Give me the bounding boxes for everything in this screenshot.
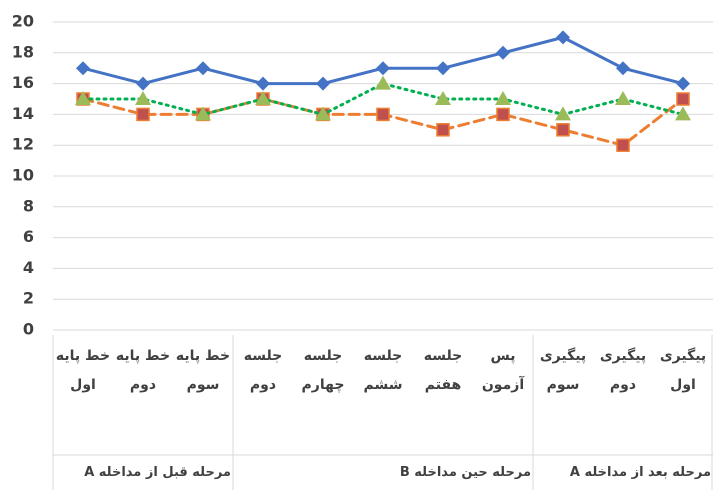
x-tick-label: خط پایه دوم [114, 342, 172, 400]
y-tick-label: 18 [12, 42, 34, 61]
marker [436, 61, 450, 75]
plot: 0 2 4 6 8 10 12 14 16 18 20 [0, 0, 713, 490]
marker [196, 61, 210, 75]
x-tick-label: پیگیری سوم [534, 342, 592, 400]
group-label: مرحله حین مداخله B [235, 458, 531, 488]
marker [557, 124, 569, 136]
marker [616, 61, 630, 75]
marker [376, 61, 390, 75]
y-tick-label: 6 [23, 227, 34, 246]
y-tick-label: 14 [12, 104, 34, 123]
marker [677, 93, 689, 105]
marker [437, 124, 449, 136]
x-tick-label: پس آزمون [474, 342, 532, 400]
marker [135, 91, 151, 105]
marker [377, 108, 389, 120]
marker [496, 46, 510, 60]
y-tick-label: 0 [23, 320, 34, 339]
marker [137, 108, 149, 120]
marker [676, 77, 690, 91]
y-tick-label: 10 [12, 166, 34, 185]
chart: 0 2 4 6 8 10 12 14 16 18 20 خط پایه اولخط پایه دوم… [0, 0, 713, 490]
x-tick-label: پیگیری اول [654, 342, 712, 400]
y-tick-label: 20 [12, 12, 34, 31]
marker [375, 76, 391, 90]
y-tick-label: 8 [23, 196, 34, 215]
marker [316, 77, 330, 91]
group-label: مرحله قبل از مداخله A [55, 458, 231, 488]
marker [256, 77, 270, 91]
marker [617, 139, 629, 151]
group-label: مرحله بعد از مداخله A [535, 458, 711, 488]
y-tick-label: 16 [12, 73, 34, 92]
x-tick-label: خط پایه سوم [174, 342, 232, 400]
y-tick-label: 2 [23, 289, 34, 308]
y-tick-label: 12 [12, 135, 34, 154]
x-tick-label: جلسه هفتم [414, 342, 472, 400]
x-tick-label: جلسه ششم [354, 342, 412, 400]
marker [76, 61, 90, 75]
x-tick-label: جلسه دوم [234, 342, 292, 400]
x-tick-label: خط پایه اول [54, 342, 112, 400]
marker [136, 77, 150, 91]
marker [497, 108, 509, 120]
x-tick-label: پیگیری دوم [594, 342, 652, 400]
y-tick-label: 4 [23, 258, 34, 277]
marker [556, 30, 570, 44]
x-tick-label: جلسه چهارم [294, 342, 352, 400]
marker [615, 91, 631, 105]
